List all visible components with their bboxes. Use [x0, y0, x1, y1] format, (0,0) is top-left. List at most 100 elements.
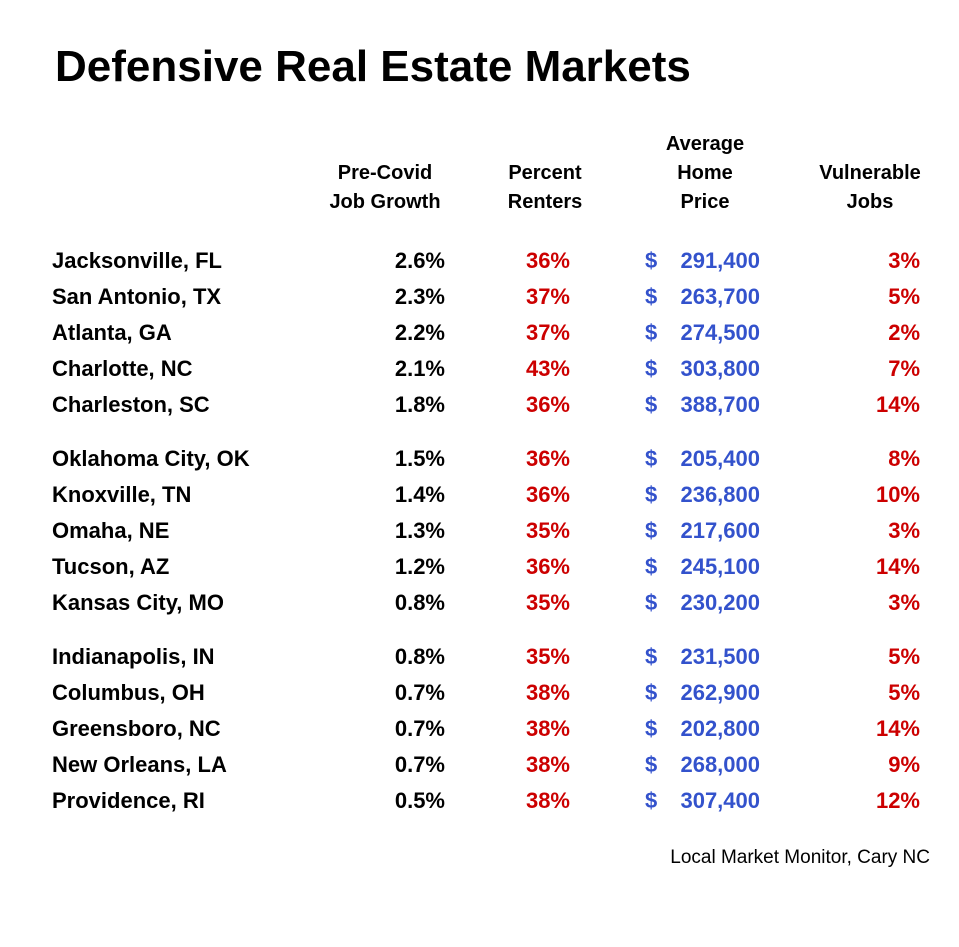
table-header-row: Pre-Covid Job Growth Percent Renters Ave… [0, 130, 959, 217]
market-name: Kansas City, MO [52, 590, 224, 615]
vulnerable-jobs-value: 3% [888, 590, 920, 615]
vulnerable-jobs-value: 7% [888, 356, 920, 381]
job-growth-value: 1.4% [394, 482, 445, 507]
percent-renters-value: 35% [525, 518, 570, 543]
average-home-price-cell: $274,500 [620, 315, 790, 351]
vulnerable-jobs-value: 10% [875, 482, 920, 507]
table-row: Charlotte, NC 2.1% 43% $303,800 7% [0, 351, 959, 387]
job-growth-value: 1.3% [394, 518, 445, 543]
percent-renters-value: 37% [525, 284, 570, 309]
job-growth-value: 0.7% [394, 752, 445, 777]
table-row: Providence, RI 0.5% 38% $307,400 12% [0, 783, 959, 819]
vulnerable-jobs-value: 14% [875, 554, 920, 579]
average-home-price-cell: $388,700 [620, 387, 790, 423]
average-home-price-cell: $268,000 [620, 747, 790, 783]
table-row: Columbus, OH 0.7% 38% $262,900 5% [0, 675, 959, 711]
percent-renters-value: 38% [525, 716, 570, 741]
job-growth-value: 2.6% [394, 248, 445, 273]
average-home-price-cell: $303,800 [620, 351, 790, 387]
page-title: Defensive Real Estate Markets [55, 42, 691, 91]
percent-renters-value: 36% [525, 392, 570, 417]
market-name: Knoxville, TN [52, 482, 192, 507]
vulnerable-jobs-value: 3% [888, 518, 920, 543]
job-growth-value: 1.8% [394, 392, 445, 417]
header-percent-renters: Percent Renters [507, 162, 583, 213]
market-name: Greensboro, NC [52, 716, 221, 741]
market-table: Jacksonville, FL 2.6% 36% $291,400 3% San Ant… [0, 243, 959, 819]
percent-renters-value: 38% [525, 752, 570, 777]
job-growth-value: 0.7% [394, 716, 445, 741]
average-home-price-cell: $236,800 [620, 477, 790, 513]
job-growth-value: 1.2% [394, 554, 445, 579]
percent-renters-value: 36% [525, 554, 570, 579]
average-home-price-cell: $230,200 [620, 585, 790, 621]
header-vulnerable-jobs: Vulnerable Jobs [819, 162, 921, 213]
dollar-sign: $ [645, 554, 658, 579]
dollar-sign: $ [645, 446, 658, 471]
source-credit: Local Market Monitor, Cary NC [670, 847, 930, 868]
vulnerable-jobs-value: 8% [888, 446, 920, 471]
home-price-value: 245,100 [680, 554, 760, 579]
dollar-sign: $ [645, 482, 658, 507]
percent-renters-value: 38% [525, 680, 570, 705]
home-price-value: 307,400 [680, 788, 760, 813]
home-price-value: 230,200 [680, 590, 760, 615]
job-growth-value: 0.8% [394, 590, 445, 615]
market-name: Omaha, NE [52, 518, 170, 543]
market-name: San Antonio, TX [52, 284, 222, 309]
home-price-value: 202,800 [680, 716, 760, 741]
market-name: Oklahoma City, OK [52, 446, 250, 471]
home-price-value: 263,700 [680, 284, 760, 309]
home-price-value: 291,400 [680, 248, 760, 273]
average-home-price-cell: $202,800 [620, 711, 790, 747]
market-name: Jacksonville, FL [52, 248, 222, 273]
dollar-sign: $ [645, 392, 658, 417]
table-row: San Antonio, TX 2.3% 37% $263,700 5% [0, 279, 959, 315]
average-home-price-cell: $245,100 [620, 549, 790, 585]
job-growth-value: 2.3% [394, 284, 445, 309]
home-price-value: 388,700 [680, 392, 760, 417]
home-price-value: 268,000 [680, 752, 760, 777]
dollar-sign: $ [645, 284, 658, 309]
dollar-sign: $ [645, 644, 658, 669]
table-row: Greensboro, NC 0.7% 38% $202,800 14% [0, 711, 959, 747]
market-name: Atlanta, GA [52, 320, 172, 345]
dollar-sign: $ [645, 248, 658, 273]
table-row: Omaha, NE 1.3% 35% $217,600 3% [0, 513, 959, 549]
header-pre-covid-job-growth: Pre-Covid Job Growth [329, 162, 441, 213]
dollar-sign: $ [645, 716, 658, 741]
market-name: Columbus, OH [52, 680, 205, 705]
vulnerable-jobs-value: 5% [888, 680, 920, 705]
percent-renters-value: 43% [525, 356, 570, 381]
table-row: New Orleans, LA 0.7% 38% $268,000 9% [0, 747, 959, 783]
home-price-value: 205,400 [680, 446, 760, 471]
table-row: Atlanta, GA 2.2% 37% $274,500 2% [0, 315, 959, 351]
vulnerable-jobs-value: 3% [888, 248, 920, 273]
vulnerable-jobs-value: 9% [888, 752, 920, 777]
average-home-price-cell: $291,400 [620, 243, 790, 279]
dollar-sign: $ [645, 788, 658, 813]
vulnerable-jobs-value: 2% [888, 320, 920, 345]
vulnerable-jobs-value: 12% [875, 788, 920, 813]
home-price-value: 236,800 [680, 482, 760, 507]
average-home-price-cell: $205,400 [620, 441, 790, 477]
table-row: Knoxville, TN 1.4% 36% $236,800 10% [0, 477, 959, 513]
average-home-price-cell: $217,600 [620, 513, 790, 549]
percent-renters-value: 36% [525, 248, 570, 273]
home-price-value: 303,800 [680, 356, 760, 381]
percent-renters-value: 35% [525, 590, 570, 615]
percent-renters-value: 36% [525, 482, 570, 507]
market-name: Charleston, SC [52, 392, 210, 417]
table-row: Tucson, AZ 1.2% 36% $245,100 14% [0, 549, 959, 585]
job-growth-value: 0.8% [394, 644, 445, 669]
market-name: Indianapolis, IN [52, 644, 215, 669]
percent-renters-value: 36% [525, 446, 570, 471]
job-growth-value: 0.7% [394, 680, 445, 705]
average-home-price-cell: $307,400 [620, 783, 790, 819]
vulnerable-jobs-value: 14% [875, 392, 920, 417]
dollar-sign: $ [645, 320, 658, 345]
average-home-price-cell: $263,700 [620, 279, 790, 315]
home-price-value: 274,500 [680, 320, 760, 345]
job-growth-value: 2.1% [394, 356, 445, 381]
percent-renters-value: 37% [525, 320, 570, 345]
